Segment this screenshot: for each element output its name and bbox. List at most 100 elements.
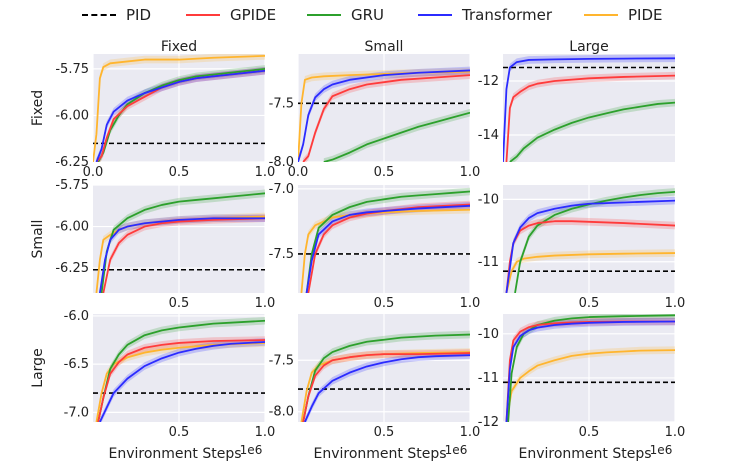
x-tick-label: 0.5 [169, 165, 190, 180]
x-tick-label: 1.0 [255, 165, 276, 180]
y-tick-label: -8.0 [269, 155, 294, 170]
series-line-gpide [302, 352, 470, 422]
x-tick-label: 1.0 [460, 165, 481, 180]
y-tick-label: -12 [478, 415, 499, 430]
panel-small-small: 0.5 1.0 -7.5 -7.0 [269, 182, 481, 311]
x-tick-label: 0.5 [579, 425, 600, 440]
series-line-pide [505, 349, 675, 422]
band-pide [93, 54, 265, 162]
panel-fixed-large: -14 -12 [478, 54, 675, 162]
panel-plot-area [298, 187, 470, 293]
x-tick-label: 0.5 [374, 165, 395, 180]
y-tick-label: -8.0 [269, 405, 294, 420]
y-tick-label: -6.25 [55, 261, 89, 276]
band-pide [506, 346, 675, 422]
x-tick-label: 1.0 [460, 296, 481, 311]
x-axis-label: Environment Steps [313, 446, 446, 462]
column-title-fixed: Fixed [161, 39, 197, 55]
legend-item-gru: GRU [307, 6, 384, 24]
legend-label-pide: PIDE [628, 6, 663, 24]
panel-plot-area [298, 330, 470, 422]
y-tick-label: -10 [478, 327, 499, 342]
panel-small-large: 0.5 1.0 -11 -10 [478, 185, 686, 311]
x-tick-label: 0.0 [83, 165, 104, 180]
y-tick-label: -6.00 [55, 108, 89, 123]
panel-large-fixed: 0.5 1.0 -7.0 -6.5 -6.0 [64, 309, 276, 440]
panel-plot-area [503, 54, 675, 162]
series-line-gru [509, 101, 675, 162]
band-pide [96, 212, 265, 293]
x-tick-label: 1.0 [255, 296, 276, 311]
row-label-fixed: Fixed [30, 90, 46, 126]
series-line-transformer [304, 354, 470, 422]
series-line-transformer [503, 57, 675, 162]
x-tick-label: 0.5 [169, 296, 190, 311]
band-gpide [103, 214, 265, 293]
series-line-gru [507, 314, 675, 422]
panel-fixed-fixed: 0.0 0.5 1.0 -6.25 -6.00 -5.75 [55, 54, 276, 180]
y-tick-label: -14 [478, 128, 499, 143]
series-line-gru [97, 319, 265, 422]
series-line-gpide [505, 74, 675, 162]
series-line-transformer [99, 341, 265, 422]
legend-label-gpide: GPIDE [230, 6, 277, 24]
y-tick-label: -6.5 [64, 357, 89, 372]
row-label-small: Small [30, 220, 46, 259]
x-exponent-label: 1e6 [650, 443, 673, 457]
legend: PID GPIDE GRU Transformer PIDE [0, 0, 747, 30]
x-tick-label: 1.0 [255, 425, 276, 440]
x-axis-label: Environment Steps [108, 446, 241, 462]
legend-label-pid: PID [126, 6, 152, 24]
y-tick-label: -5.75 [55, 62, 89, 77]
y-tick-label: -11 [478, 255, 499, 270]
panel-plot-area [298, 66, 470, 162]
panel-plot-area [93, 54, 265, 162]
column-title-small: Small [365, 39, 404, 55]
series-line-transformer [505, 199, 675, 293]
band-transformer [304, 351, 470, 422]
panel-background [503, 54, 675, 162]
series-line-transformer [98, 217, 265, 293]
x-tick-label: 0.5 [374, 296, 395, 311]
series-line-pide [93, 54, 265, 162]
band-gpide [506, 317, 675, 422]
x-tick-label: 1.0 [665, 425, 686, 440]
band-gru [509, 98, 675, 162]
y-tick-label: -12 [478, 74, 499, 89]
y-tick-label: -6.0 [64, 309, 89, 324]
series-line-transformer [95, 69, 265, 162]
band-transformer [99, 338, 265, 422]
y-tick-label: -5.75 [55, 178, 89, 193]
y-tick-label: -11 [478, 371, 499, 386]
legend-line-transformer [418, 14, 452, 16]
band-gpide [303, 71, 470, 162]
x-tick-label: 0.0 [288, 165, 309, 180]
legend-line-pide [584, 14, 618, 16]
x-tick-label: 1.0 [460, 425, 481, 440]
panel-fixed-small: 0.0 0.5 1.0 -8.0 -7.5 [269, 54, 481, 180]
series-line-transformer [298, 69, 470, 162]
series-line-gpide [102, 217, 265, 293]
x-tick-label: 1.0 [665, 296, 686, 311]
series-line-gpide [302, 74, 470, 162]
series-line-pide [95, 342, 265, 422]
legend-item-pide: PIDE [584, 6, 663, 24]
y-tick-label: -7.5 [269, 353, 294, 368]
y-tick-label: -6.25 [55, 155, 89, 170]
panel-small-fixed: 0.5 1.0 -6.25 -6.00 -5.75 [55, 178, 275, 311]
y-tick-label: -6.00 [55, 220, 89, 235]
x-tick-label: 0.5 [579, 296, 600, 311]
legend-line-gru [307, 14, 341, 16]
series-line-gpide [97, 339, 265, 422]
legend-label-transformer: Transformer [462, 6, 553, 24]
legend-label-gru: GRU [351, 6, 385, 24]
series-line-gru [302, 333, 470, 422]
series-line-gru [323, 111, 470, 162]
row-label-large: Large [30, 348, 46, 387]
x-exponent-label: 1e6 [240, 443, 263, 457]
band-gpide [303, 349, 470, 422]
series-line-pide [505, 252, 675, 293]
panel-large-small: 0.5 1.0 -8.0 -7.5 [269, 314, 481, 440]
series-line-gru [514, 190, 675, 293]
y-tick-label: -7.5 [269, 96, 294, 111]
